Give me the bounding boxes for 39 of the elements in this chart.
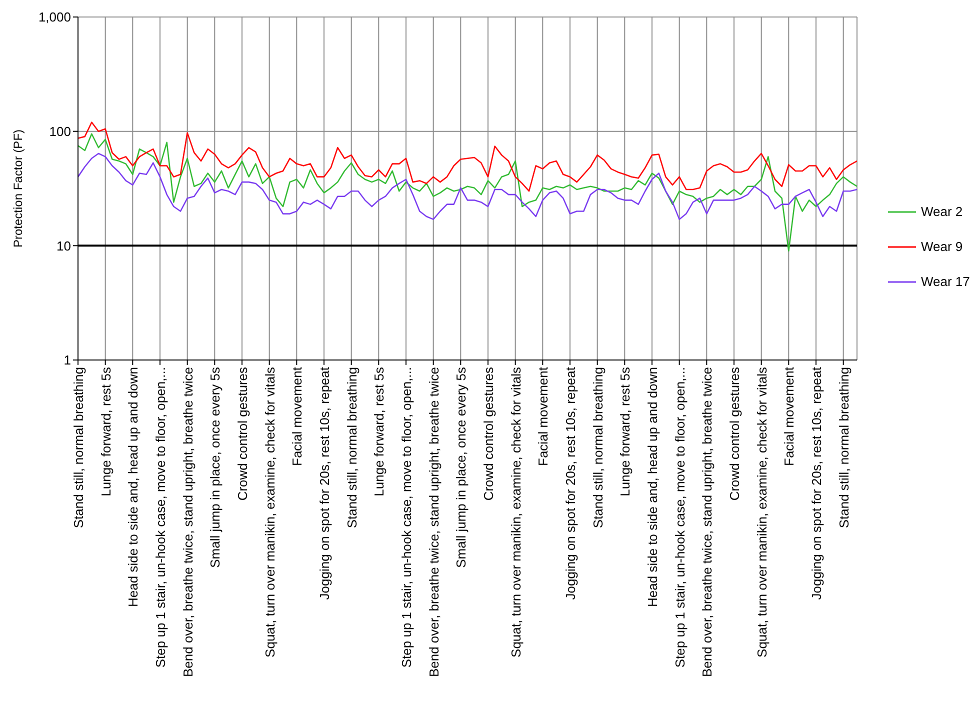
- x-tick-label: Stand still, normal breathing: [836, 367, 851, 528]
- x-tick-label: Crowd control gestures: [234, 366, 250, 501]
- x-tick-label: Facial movement: [289, 366, 304, 466]
- x-tick-label: Small jump in place, once every 5s: [453, 366, 468, 568]
- line-series: [78, 122, 857, 192]
- y-tick-label: 1,000: [38, 10, 71, 25]
- x-tick-label: Step up 1 stair, un-hook case, move to floor, open,...: [398, 367, 414, 668]
- y-tick-label: 10: [56, 238, 71, 254]
- x-tick-label: Small jump in place, once every 5s: [207, 366, 222, 568]
- x-tick-label: Stand still, normal breathing: [590, 367, 605, 528]
- x-tick-label: Head side to side and, head up and down: [125, 367, 140, 607]
- x-tick-label: Jogging on spot for 20s, rest 10s, repeat: [808, 366, 824, 600]
- x-tick-label: Head side to side and, head up and down: [644, 367, 660, 607]
- y-axis-title: Protection Factor (PF): [11, 129, 25, 248]
- x-tick-label: Bend over, breathe twice, stand upright, breathe twice: [699, 367, 714, 678]
- x-tick-label: Lunge forward, rest 5s: [617, 366, 632, 496]
- legend-label: Wear 9: [921, 239, 963, 254]
- x-tick-label: Stand still, normal breathing: [70, 367, 86, 528]
- x-tick-label: Bend over, breathe twice, stand upright, breathe twice: [426, 367, 441, 678]
- y-tick-label: 100: [49, 124, 71, 139]
- x-tick-label: Lunge forward, rest 5s: [98, 366, 113, 496]
- legend-label: Wear 2: [921, 204, 963, 219]
- x-tick-label: Squat, turn over manikin, examine, check for vitals: [754, 366, 769, 658]
- x-tick-label: Step up 1 stair, un-hook case, move to floor, open,...: [672, 367, 687, 668]
- x-tick-label: Jogging on spot for 20s, rest 10s, repeat: [562, 366, 578, 600]
- x-tick-label: Crowd control gestures: [726, 366, 742, 501]
- x-tick-label: Facial movement: [781, 366, 796, 466]
- x-tick-label: Squat, turn over manikin, examine, check for vitals: [508, 366, 523, 658]
- y-tick-label: 1: [64, 352, 71, 368]
- x-tick-label: Stand still, normal breathing: [344, 367, 359, 528]
- x-tick-label: Step up 1 stair, un-hook case, move to floor, open,...: [152, 367, 168, 668]
- x-tick-label: Lunge forward, rest 5s: [371, 366, 386, 496]
- x-tick-label: Crowd control gestures: [480, 366, 496, 501]
- line-series: [78, 152, 857, 220]
- x-tick-label: Bend over, breathe twice, stand upright, breathe twice: [180, 367, 195, 678]
- legend-label: Wear 17: [921, 274, 970, 289]
- x-tick-label: Squat, turn over manikin, examine, check for vitals: [262, 366, 277, 658]
- x-tick-label: Facial movement: [535, 366, 550, 466]
- x-tick-label: Jogging on spot for 20s, rest 10s, repeat: [316, 366, 332, 600]
